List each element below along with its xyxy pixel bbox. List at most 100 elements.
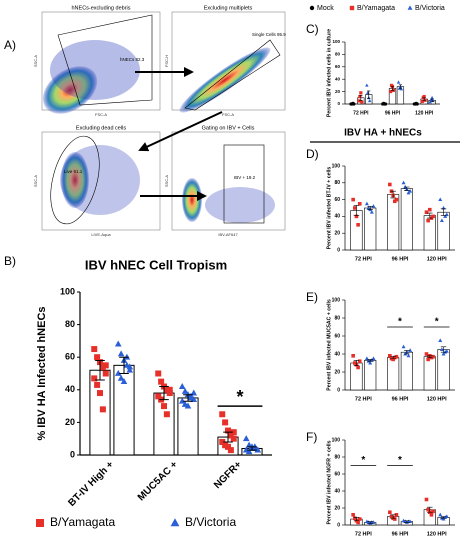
data-point <box>439 347 444 351</box>
data-point <box>438 512 443 517</box>
data-point <box>353 206 357 210</box>
legend-label: B/Victoria <box>415 5 445 12</box>
data-point <box>367 98 372 103</box>
data-point <box>117 374 125 381</box>
data-point <box>351 513 355 517</box>
data-point <box>120 378 128 385</box>
y-axis-label: Percent IBV infected NGFR + cells <box>326 440 332 524</box>
data-point <box>424 497 429 502</box>
x-tick-label: 72 HPI <box>355 396 372 402</box>
flow-axis-label: LIVE-Aqua <box>91 232 111 237</box>
x-tick-label: 96 HPI <box>385 110 401 116</box>
data-point <box>161 403 167 410</box>
data-point <box>426 507 430 512</box>
data-point <box>396 80 401 84</box>
flow-plot <box>171 11 286 113</box>
error-bar <box>223 431 233 443</box>
y-tick-label: 20 <box>334 369 340 375</box>
arrows <box>135 67 223 201</box>
data-point <box>178 382 186 389</box>
data-point <box>242 435 250 442</box>
data-point <box>424 210 429 214</box>
flow-axis-label: SSC-A <box>33 55 38 68</box>
data-point <box>388 354 392 358</box>
data-point <box>163 411 170 418</box>
error-bar <box>367 359 373 362</box>
data-point <box>408 519 413 524</box>
data-point <box>443 350 448 354</box>
data-point <box>394 354 399 359</box>
data-point <box>102 362 109 369</box>
legend-label: Mock <box>317 5 334 12</box>
data-point <box>94 354 101 361</box>
error-bar <box>422 97 426 101</box>
y-tick-label: 0 <box>337 101 340 106</box>
y-axis-label: Percent IBV infected BT-IV + cells <box>326 167 332 250</box>
data-point <box>158 378 165 385</box>
data-point <box>126 366 134 373</box>
bar <box>437 211 450 251</box>
data-point <box>358 94 362 99</box>
flow-axis-label: FSC-A <box>222 112 234 117</box>
error-bar <box>159 386 169 401</box>
legend-marker <box>170 518 180 527</box>
data-point <box>366 205 371 210</box>
y-axis-label: % IBV HA Infected hNECs <box>36 306 48 440</box>
x-tick-label: 96 HPI <box>392 396 409 402</box>
data-point <box>369 210 374 214</box>
y-tick-label: 100 <box>332 297 341 303</box>
significance-mark: * <box>361 455 365 466</box>
gate-label: Live 91.1 <box>64 169 83 174</box>
x-tick-label: 96 HPI <box>392 256 409 262</box>
flow-plot <box>41 11 161 114</box>
bar <box>364 207 377 251</box>
error-bar <box>367 90 371 99</box>
data-point <box>356 520 360 525</box>
y-tick-label: 60 <box>334 333 340 339</box>
error-bar <box>247 446 257 451</box>
data-point <box>406 353 411 358</box>
y-tick-label: 100 <box>60 286 75 296</box>
error-bar <box>440 516 447 519</box>
flow-axis-label: IBV-AF647 <box>218 232 238 237</box>
error-bar <box>353 360 360 366</box>
legend-marker <box>36 519 44 527</box>
x-tick-label: MUC5AC + <box>136 459 180 503</box>
data-point <box>190 395 198 402</box>
flow-axis-label: SSC-A <box>33 175 38 188</box>
y-tick-label: 80 <box>334 454 340 460</box>
significance-mark: * <box>398 455 402 466</box>
panel-letter: B) <box>4 254 16 268</box>
y-tick-label: 60 <box>334 197 340 203</box>
significance-mark: * <box>398 317 402 328</box>
x-tick-label: 72 HPI <box>353 110 369 116</box>
bar <box>400 188 413 251</box>
error-bar <box>119 356 129 374</box>
error-bar <box>440 208 447 216</box>
error-bar <box>404 186 410 191</box>
bar <box>423 356 436 391</box>
data-point <box>97 390 103 397</box>
bar <box>437 349 450 391</box>
y-tick-label: 20 <box>65 417 75 427</box>
data-point <box>178 397 186 404</box>
data-point <box>219 438 226 445</box>
error-bar <box>390 86 395 91</box>
y-tick-label: 60 <box>335 64 341 69</box>
y-tick-label: 60 <box>65 352 75 362</box>
data-point <box>401 344 406 349</box>
bar <box>400 351 413 391</box>
y-tick-label: 60 <box>334 471 340 477</box>
flow-plot <box>41 131 161 231</box>
flow-axis-label: FSC-A <box>95 112 107 117</box>
y-tick-label: 0 <box>337 247 340 253</box>
data-point <box>114 340 122 347</box>
y-tick-label: 20 <box>335 89 341 94</box>
data-point <box>391 357 395 362</box>
error-bar <box>390 356 396 359</box>
error-bar <box>353 205 360 216</box>
data-point <box>389 90 393 94</box>
data-point <box>429 513 434 517</box>
legend-marker <box>349 5 355 11</box>
